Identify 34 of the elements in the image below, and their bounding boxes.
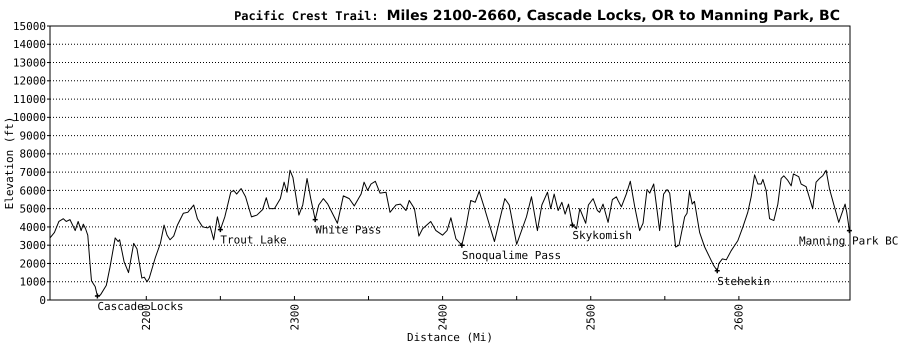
x-tick-label: 2400: [436, 304, 450, 330]
point: [312, 216, 318, 223]
y-tick-label: 11000: [12, 92, 46, 106]
point: [569, 222, 576, 228]
y-tick-label: 1000: [20, 276, 46, 289]
y-tick-label: 4000: [20, 220, 46, 234]
y-tick-label: 15000: [12, 20, 46, 33]
point: [458, 242, 466, 248]
y-tick-label: 12000: [12, 74, 46, 88]
y-tick-label: 6000: [20, 184, 46, 198]
annotation: Skykomish: [572, 229, 632, 242]
annotation: Stehekin: [717, 274, 770, 288]
annotation: White Pass: [315, 224, 382, 237]
x-axis-title: Distance (Mi): [406, 331, 494, 344]
x-tick-label: 2500: [584, 304, 598, 330]
y-tick-label: 3000: [20, 239, 46, 252]
y-tick-label: 0: [39, 294, 46, 307]
y-tick-label: 5000: [20, 202, 46, 216]
annotation: Trout Lake: [220, 234, 287, 247]
y-tick-label: 7000: [20, 166, 46, 179]
point: [714, 268, 721, 274]
chart-subtitle: Miles 2100-2660, Cascade Locks, OR to Manning Park, BC: [386, 8, 840, 24]
y-tick-label: 9000: [20, 129, 46, 142]
y-tick-label: 13000: [12, 56, 46, 70]
chart-title: Pacific Crest Trail:: [234, 9, 379, 23]
x-tick-label: 2300: [288, 304, 302, 330]
point: [94, 292, 101, 300]
x-tick-label: 2600: [732, 304, 746, 330]
y-tick-label: 2000: [20, 257, 46, 270]
y-tick-label: 14000: [12, 38, 46, 52]
point: [217, 226, 224, 233]
annotation: Manning Park BC: [799, 234, 898, 248]
annotation: Snoqualime Pass: [462, 249, 562, 262]
y-tick-label: 8000: [20, 148, 46, 161]
